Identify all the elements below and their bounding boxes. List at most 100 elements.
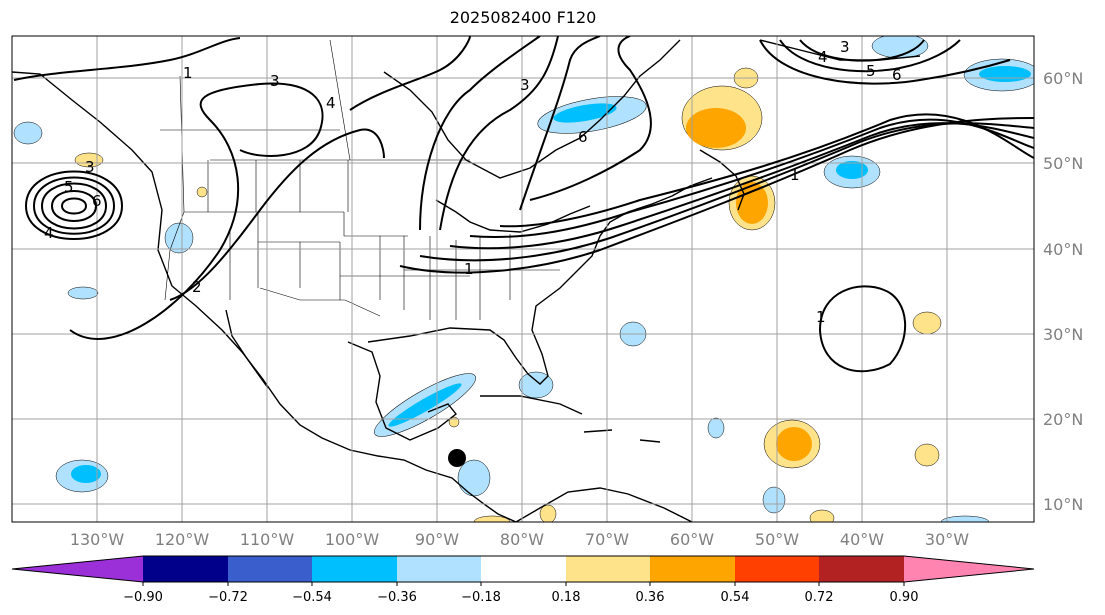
colorbar-tick-label: 0.72 — [805, 590, 834, 605]
lon-label: 40°W — [840, 530, 884, 549]
neg-anomaly-tropics — [762, 486, 786, 514]
contour-label: 1 — [183, 64, 193, 82]
contour-label: 3 — [520, 76, 530, 94]
lat-label: 30°N — [1043, 325, 1083, 344]
contour-north-2 — [779, 39, 961, 73]
contour-low-ring-1 — [24, 170, 124, 240]
colorbar-swatch — [481, 556, 566, 582]
contour-trough-east-4 — [469, 118, 1034, 238]
neg-anomaly-greenland-core — [979, 66, 1031, 82]
contour-label: 3 — [270, 72, 280, 90]
lon-label: 90°W — [415, 530, 459, 549]
contour-label: 6 — [578, 128, 588, 146]
contour-label: 4 — [818, 48, 828, 66]
lat-label: 20°N — [1043, 410, 1083, 429]
lon-label: 110°W — [240, 530, 295, 549]
pos-anomaly-sa — [539, 504, 557, 522]
lon-label: 50°W — [755, 530, 799, 549]
colorbar-swatch — [228, 556, 312, 582]
colorbar-swatch — [312, 556, 397, 582]
map-frame — [11, 35, 1035, 523]
lon-label: 130°W — [70, 530, 125, 549]
contour-label: 5 — [64, 178, 74, 196]
colorbar-tick-label: −0.54 — [292, 590, 332, 605]
contour-low-ring-3 — [40, 182, 108, 230]
neg-anomaly-plains — [164, 222, 194, 254]
contour-high-us — [419, 36, 541, 231]
contour-loop-west — [13, 37, 241, 81]
lon-label: 60°W — [670, 530, 714, 549]
lon-labels: 130°W 120°W 110°W 100°W 90°W 80°W 70°W 6… — [70, 530, 969, 549]
neg-anomaly-nw — [13, 121, 43, 145]
lon-label: 120°W — [155, 530, 210, 549]
colorbar-tick-label: −0.90 — [123, 590, 163, 605]
colorbar-swatch — [904, 556, 1034, 582]
anomaly-shading — [13, 36, 1034, 522]
neg-anomaly-atlantic-core — [836, 161, 868, 179]
contour-label: 3 — [85, 158, 95, 176]
pos-anomaly-labrador-core — [686, 108, 746, 148]
map-title: 2025082400 F120 — [449, 8, 597, 27]
graticule — [12, 36, 1034, 522]
neg-anomaly-central-am — [457, 459, 491, 497]
lat-label: 40°N — [1043, 240, 1083, 259]
colorbar-tick-label: −0.18 — [461, 590, 501, 605]
colorbar-tick-label: 0.18 — [552, 590, 581, 605]
contour-low-ring-4 — [50, 190, 98, 222]
contour-label: 1 — [816, 308, 826, 326]
contour-low-ring-2 — [32, 176, 116, 235]
neg-anomaly-pacific-core — [71, 465, 101, 483]
contour-label: 6 — [892, 66, 902, 84]
contour-label: 6 — [92, 192, 102, 210]
colorbar: −0.90 −0.72 −0.54 −0.36 −0.18 0.18 0.36 … — [11, 555, 1035, 605]
contour-high-us-2 — [439, 36, 559, 231]
contour-labels: 1 3 4 3 5 6 4 2 1 3 6 1 4 3 5 6 1 — [44, 38, 902, 326]
contour-ridge-mid — [169, 128, 385, 301]
contour-closed-atlantic — [818, 285, 907, 373]
lon-label: 80°W — [500, 530, 544, 549]
coastlines — [12, 39, 921, 522]
colorbar-swatch — [143, 556, 228, 582]
colorbar-tick-label: −0.72 — [208, 590, 248, 605]
contour-label: 2 — [192, 278, 202, 296]
contour-label: 1 — [464, 260, 474, 278]
pos-anomaly-east-2 — [914, 443, 940, 467]
colorbar-swatch — [12, 556, 143, 582]
colorbar-swatch — [735, 556, 819, 582]
neg-anomaly-east — [707, 417, 725, 439]
colorbar-ticks — [142, 582, 905, 586]
contour-label: 3 — [840, 38, 850, 56]
lon-label: 70°W — [585, 530, 629, 549]
lat-label: 60°N — [1043, 69, 1083, 88]
pos-anomaly-pac — [473, 515, 511, 522]
contour-lines — [13, 36, 1034, 373]
colorbar-swatch — [819, 556, 904, 582]
pos-anomaly-mdr-core — [776, 427, 812, 461]
colorbar-tick-label: 0.36 — [636, 590, 665, 605]
colorbar-swatch — [397, 556, 481, 582]
neg-anomaly-small — [67, 286, 99, 300]
pos-anomaly-east-1 — [912, 311, 942, 335]
contour-north-3 — [799, 39, 925, 62]
neg-anomaly-florida — [518, 371, 554, 399]
contour-label: 4 — [44, 224, 54, 242]
contour-loop-right — [349, 36, 471, 111]
colorbar-tick-label: 0.90 — [890, 590, 919, 605]
lat-label: 50°N — [1043, 154, 1083, 173]
storm-marker — [448, 449, 466, 467]
map-area: 1 3 4 3 5 6 4 2 1 3 6 1 4 3 5 6 1 — [12, 36, 1034, 522]
contour-north-1 — [759, 39, 1011, 85]
lat-label: 10°N — [1043, 495, 1083, 514]
neg-anomaly-gulf-core — [388, 383, 462, 427]
pos-anomaly-south — [809, 509, 835, 522]
pos-anomaly-tiny — [196, 186, 208, 198]
colorbar-swatch — [650, 556, 735, 582]
contour-low-ring-5 — [60, 197, 88, 215]
contour-label: 1 — [790, 166, 800, 184]
lon-label: 30°W — [925, 530, 969, 549]
contour-label: 4 — [326, 94, 336, 112]
lon-label: 100°W — [325, 530, 380, 549]
lat-labels: 60°N 50°N 40°N 30°N 20°N 10°N — [1043, 69, 1083, 514]
colorbar-tick-label: −0.36 — [377, 590, 417, 605]
